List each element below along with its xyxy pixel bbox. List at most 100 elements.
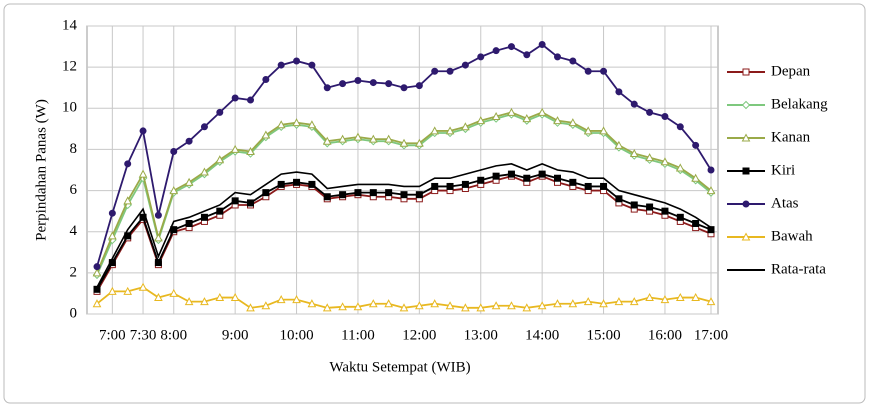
x-axis-label: Waktu Setempat (WIB) — [329, 359, 470, 375]
point — [154, 259, 162, 267]
point — [369, 189, 377, 197]
legend-marker — [742, 68, 750, 76]
point — [445, 301, 455, 310]
point — [554, 53, 561, 61]
point — [338, 134, 347, 143]
x-tick-label: 15:00 — [586, 327, 620, 343]
point — [692, 219, 700, 227]
point — [415, 138, 424, 147]
point — [614, 140, 624, 149]
point — [354, 77, 362, 85]
point — [538, 170, 546, 178]
x-tick-label: 9:00 — [222, 327, 249, 343]
point — [368, 299, 378, 308]
legend-label: Atas — [771, 195, 799, 211]
point — [138, 169, 148, 178]
point — [247, 199, 254, 207]
point — [583, 126, 593, 135]
point — [185, 137, 193, 145]
point — [507, 170, 515, 178]
point — [92, 299, 102, 308]
point — [354, 189, 362, 197]
point — [691, 173, 700, 182]
x-tick-label: 8:00 — [160, 327, 187, 343]
point — [261, 130, 271, 139]
point — [491, 301, 501, 310]
legend-label: Belakang — [771, 96, 828, 112]
x-tick-label: 13:00 — [464, 327, 498, 343]
point — [584, 67, 592, 75]
point — [706, 186, 716, 195]
point — [246, 303, 255, 312]
point — [231, 197, 239, 205]
x-tick-label: 7:00 — [99, 327, 126, 343]
point — [477, 53, 485, 61]
point — [477, 176, 485, 184]
point — [384, 134, 393, 143]
point — [262, 75, 270, 83]
point — [399, 303, 409, 312]
point — [461, 303, 470, 312]
point — [645, 292, 654, 302]
point — [123, 286, 133, 295]
x-tick-label: 11:00 — [341, 327, 375, 343]
point — [629, 297, 639, 306]
point — [446, 182, 454, 190]
point — [353, 302, 363, 311]
x-tick-label: 16:00 — [648, 327, 682, 343]
point — [200, 123, 208, 131]
point — [538, 41, 546, 49]
point — [523, 174, 531, 182]
point — [138, 282, 148, 291]
point — [124, 160, 132, 168]
point — [569, 57, 577, 65]
point — [583, 297, 593, 306]
point — [430, 299, 440, 308]
point — [292, 118, 301, 127]
x-tick-label: 10:00 — [279, 327, 313, 343]
point — [322, 303, 332, 312]
legend-label: Bawah — [771, 228, 813, 244]
point — [385, 189, 393, 197]
series-line — [96, 162, 712, 288]
point — [93, 263, 101, 271]
point — [507, 43, 515, 51]
point — [369, 79, 377, 87]
y-tick-label: 4 — [70, 223, 78, 239]
point — [707, 166, 715, 174]
point — [185, 219, 193, 227]
point — [476, 303, 486, 312]
legend-label: Kiri — [771, 162, 795, 178]
point — [431, 182, 439, 190]
point — [537, 301, 547, 310]
legend-marker — [741, 100, 751, 110]
point — [660, 157, 670, 166]
legend-marker — [742, 167, 750, 175]
point — [200, 213, 208, 221]
point — [293, 57, 301, 65]
point — [445, 126, 455, 135]
point — [415, 82, 423, 90]
y-tick-label: 6 — [70, 182, 78, 198]
y-tick-label: 12 — [62, 59, 77, 75]
point — [675, 163, 685, 172]
point — [584, 182, 592, 190]
y-tick-label: 8 — [70, 141, 78, 157]
point — [431, 67, 439, 75]
point — [154, 211, 162, 219]
point — [554, 174, 561, 182]
y-tick-label: 0 — [70, 305, 78, 321]
point — [430, 126, 440, 135]
point — [247, 96, 254, 104]
point — [600, 182, 608, 190]
point — [569, 178, 577, 186]
point — [154, 292, 163, 302]
point — [614, 297, 624, 306]
point — [553, 116, 562, 125]
point — [691, 292, 700, 302]
point — [108, 286, 117, 295]
point — [92, 268, 102, 277]
point — [231, 94, 239, 102]
point — [476, 116, 486, 125]
point — [660, 295, 670, 304]
